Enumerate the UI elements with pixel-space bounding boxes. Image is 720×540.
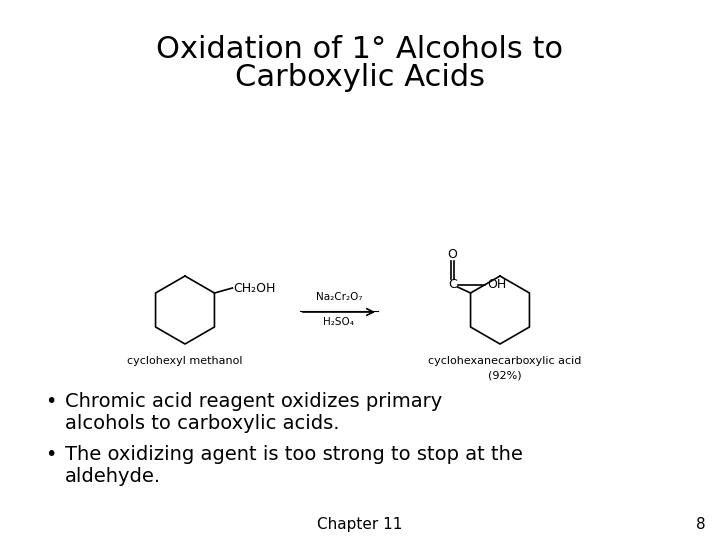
Text: alcohols to carboxylic acids.: alcohols to carboxylic acids. [65, 414, 340, 433]
Text: O: O [448, 247, 457, 260]
Text: cyclohexanecarboxylic acid: cyclohexanecarboxylic acid [428, 356, 582, 366]
Text: •: • [45, 445, 56, 464]
Text: 8: 8 [696, 517, 706, 532]
Text: CH₂OH: CH₂OH [233, 281, 276, 294]
Text: H₂SO₄: H₂SO₄ [323, 317, 354, 327]
Text: OH: OH [487, 279, 507, 292]
Text: C: C [448, 279, 457, 292]
Text: Oxidation of 1° Alcohols to: Oxidation of 1° Alcohols to [156, 35, 564, 64]
Text: Chapter 11: Chapter 11 [318, 517, 402, 532]
Text: aldehyde.: aldehyde. [65, 467, 161, 486]
Text: The oxidizing agent is too strong to stop at the: The oxidizing agent is too strong to sto… [65, 445, 523, 464]
Text: Chromic acid reagent oxidizes primary: Chromic acid reagent oxidizes primary [65, 392, 442, 411]
Text: cyclohexyl methanol: cyclohexyl methanol [127, 356, 243, 366]
Text: Na₂Cr₂O₇: Na₂Cr₂O₇ [316, 292, 362, 302]
Text: (92%): (92%) [488, 370, 522, 380]
Text: Carboxylic Acids: Carboxylic Acids [235, 63, 485, 92]
Text: •: • [45, 392, 56, 411]
